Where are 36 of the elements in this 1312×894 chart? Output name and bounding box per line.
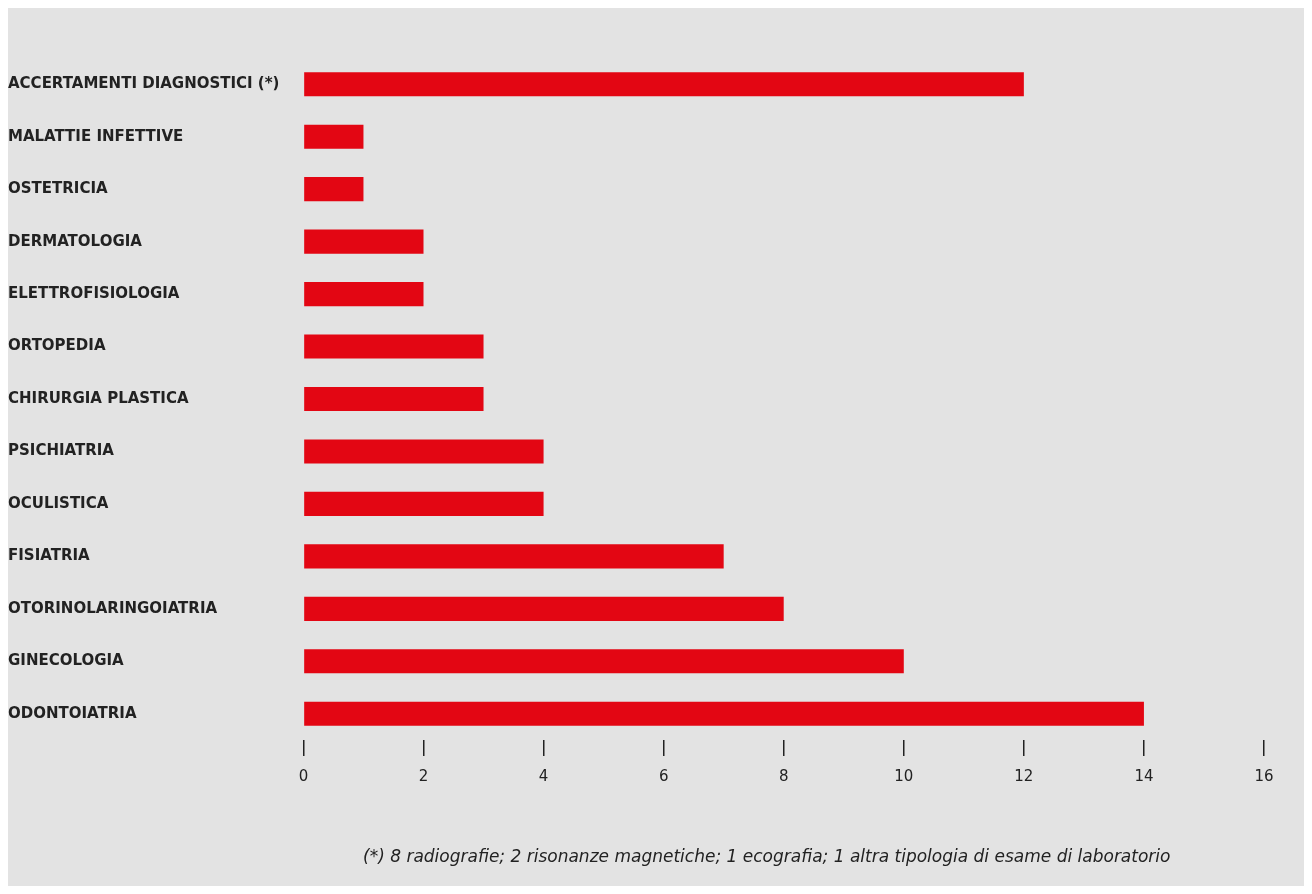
x-tick-label: 0 xyxy=(298,766,309,785)
bar xyxy=(304,72,1024,97)
y-tick-label: ORTOPEDIA xyxy=(8,336,106,355)
y-tick-label: ODONTOIATRIA xyxy=(8,703,137,722)
y-tick-label: MALATTIE INFETTIVE xyxy=(8,126,184,145)
bar xyxy=(304,177,364,202)
bar xyxy=(304,544,724,569)
x-tick-label: 10 xyxy=(894,766,914,785)
y-tick-label: ELETTROFISIOLOGIA xyxy=(8,283,180,302)
bar xyxy=(304,439,544,464)
x-tick-label: 14 xyxy=(1134,766,1154,785)
x-tick-label: 4 xyxy=(538,766,549,785)
x-tick-label: 6 xyxy=(658,766,669,785)
y-tick-label: OTORINOLARINGOIATRIA xyxy=(8,598,218,617)
y-tick-label: PSICHIATRIA xyxy=(8,441,115,460)
x-tick-label: 2 xyxy=(418,766,429,785)
bar xyxy=(304,282,424,307)
bar xyxy=(304,229,424,254)
x-tick-label: 8 xyxy=(778,766,789,785)
text: (*) 8 radiografie; 2 risonanze magnetiche; 1 ecografia; 1 altra tipologia di esame di laboratorio xyxy=(363,846,1171,866)
y-tick-label: OSTETRICIA xyxy=(8,179,108,198)
bar xyxy=(304,334,484,359)
y-tick-label: CHIRURGIA PLASTICA xyxy=(8,388,189,407)
x-tick-label: 12 xyxy=(1014,766,1034,785)
bar xyxy=(304,596,784,621)
bar xyxy=(304,491,544,516)
bar xyxy=(304,649,904,674)
bar xyxy=(304,701,1144,726)
y-tick-label: OCULISTICA xyxy=(8,493,109,512)
bar xyxy=(304,124,364,149)
bar xyxy=(304,386,484,412)
y-tick-label: FISIATRIA xyxy=(8,546,91,565)
y-tick-label: ACCERTAMENTI DIAGNOSTICI (*) xyxy=(8,74,280,93)
x-tick-label: 16 xyxy=(1254,766,1274,785)
y-tick-label: DERMATOLOGIA xyxy=(8,231,143,250)
y-tick-label: GINECOLOGIA xyxy=(8,651,125,670)
